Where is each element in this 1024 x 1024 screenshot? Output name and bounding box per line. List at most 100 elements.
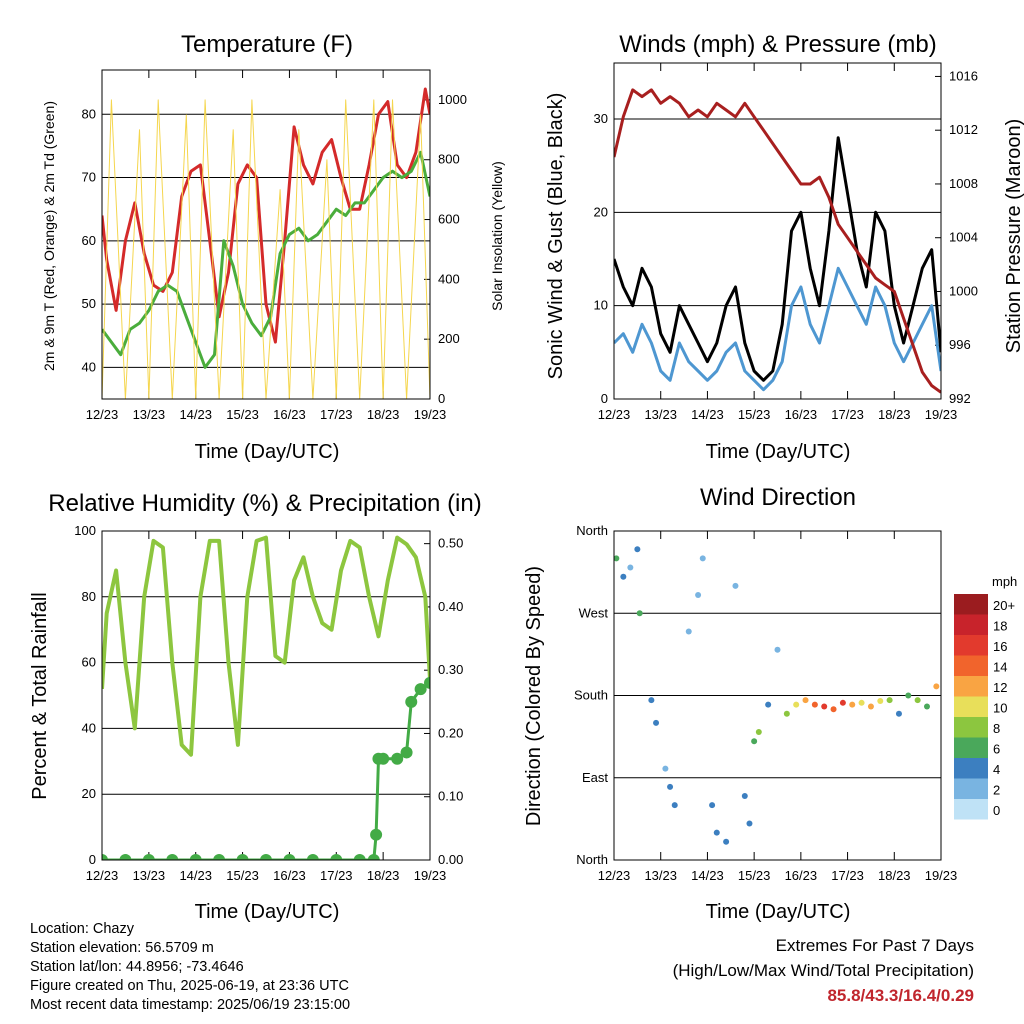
winds-ytick-label: 20 <box>594 204 608 219</box>
humidity-xtick-label: 13/23 <box>133 868 166 883</box>
temperature-ylabel-right: Solar Insolation (Yellow) <box>489 161 505 311</box>
temperature-ytick-label: 80 <box>82 106 96 121</box>
precip-point <box>260 854 272 860</box>
direction-point <box>648 697 655 704</box>
winds-y2tick-label: 996 <box>949 337 971 352</box>
legend-swatch <box>954 696 988 717</box>
direction-point <box>867 703 874 710</box>
temperature-xtick-label: 17/23 <box>320 407 353 422</box>
temperature-ytick-label: 50 <box>82 296 96 311</box>
temperature-xtick-label: 13/23 <box>133 407 166 422</box>
humidity-ytick-label: 80 <box>82 589 96 604</box>
direction-ytick-label: East <box>582 770 608 785</box>
info-latlon: Station lat/lon: 44.8956; -73.4646 <box>30 959 244 975</box>
winds-y2tick-label: 1008 <box>949 176 978 191</box>
humidity-ytick-label: 60 <box>82 655 96 670</box>
temperature-xtick-label: 14/23 <box>179 407 212 422</box>
direction-point <box>732 582 739 589</box>
humidity-y2tick-label: 0.40 <box>438 599 463 614</box>
precip-point <box>377 752 390 765</box>
humidity-ytick-label: 40 <box>82 720 96 735</box>
direction-point <box>774 646 781 653</box>
direction-point <box>653 719 660 726</box>
direction-point <box>858 699 865 706</box>
winds-ytick-label: 10 <box>594 298 608 313</box>
humidity-y2tick-label: 0.00 <box>438 852 463 867</box>
temperature-xtick-label: 16/23 <box>273 407 306 422</box>
direction-ytick-label: West <box>579 605 609 620</box>
humidity-y2tick-label: 0.10 <box>438 789 463 804</box>
temperature-xlabel: Time (Day/UTC) <box>195 441 340 463</box>
direction-point <box>746 820 753 827</box>
direction-point <box>933 683 940 690</box>
legend-swatch <box>954 635 988 656</box>
direction-point <box>839 699 846 706</box>
legend-swatch <box>954 614 988 635</box>
direction-xtick-label: 15/23 <box>738 868 771 883</box>
humidity-title: Relative Humidity (%) & Precipitation (i… <box>48 490 481 517</box>
legend-swatch <box>954 655 988 676</box>
direction-xtick-label: 12/23 <box>598 868 631 883</box>
extremes-values: 85.8/43.3/16.4/0.29 <box>827 986 974 1005</box>
legend-label: 4 <box>993 762 1000 777</box>
humidity-frame <box>101 530 431 861</box>
humidity-y2tick-label: 0.30 <box>438 662 463 677</box>
direction-title: Wind Direction <box>700 484 856 511</box>
temperature-title: Temperature (F) <box>181 31 353 58</box>
humidity-ylabel-left: Percent & Total Rainfall <box>29 592 51 800</box>
winds-title: Winds (mph) & Pressure (mb) <box>619 31 936 58</box>
station-pressure-line <box>614 88 941 394</box>
humidity-xtick-label: 12/23 <box>86 868 119 883</box>
direction-point <box>634 546 641 553</box>
precip-point <box>400 746 413 759</box>
legend-label: 18 <box>993 619 1007 634</box>
humidity-xtick-label: 17/23 <box>320 868 353 883</box>
legend-swatch <box>954 717 988 738</box>
winds-ytick-label: 0 <box>601 391 608 406</box>
direction-point <box>783 710 790 717</box>
legend-swatch <box>954 737 988 758</box>
solar-insolation-line <box>102 99 430 399</box>
direction-point <box>914 697 921 704</box>
direction-xlabel: Time (Day/UTC) <box>706 901 851 923</box>
legend-swatch <box>954 594 988 615</box>
sonic-wind-line <box>614 266 941 392</box>
direction-point <box>699 555 706 562</box>
legend-swatch <box>954 676 988 697</box>
winds-y2tick-label: 1016 <box>949 68 978 83</box>
humidity-xtick-label: 18/23 <box>367 868 400 883</box>
direction-ylabel-left: Direction (Colored By Speed) <box>523 566 545 826</box>
precip-point <box>353 854 366 860</box>
direction-point <box>741 793 748 800</box>
precip-point <box>414 683 427 696</box>
humidity-series-group <box>102 535 430 860</box>
legend-swatch <box>954 799 988 820</box>
info-location: Location: Chazy <box>30 921 134 937</box>
temperature-y2tick-label: 400 <box>438 271 460 286</box>
winds-xtick-label: 16/23 <box>785 407 818 422</box>
info-elevation: Station elevation: 56.5709 m <box>30 940 214 956</box>
direction-xtick-label: 17/23 <box>831 868 864 883</box>
relative-humidity-line <box>102 535 430 757</box>
temperature-y2tick-label: 200 <box>438 331 460 346</box>
legend-label: 6 <box>993 742 1000 757</box>
temperature-xtick-label: 12/23 <box>86 407 119 422</box>
precip-point <box>142 854 155 860</box>
legend-title: mph <box>992 574 1017 589</box>
humidity-xlabel: Time (Day/UTC) <box>195 901 340 923</box>
precip-point <box>370 828 383 841</box>
winds-xtick-label: 15/23 <box>738 407 771 422</box>
direction-point <box>713 829 720 836</box>
temperature-xtick-label: 19/23 <box>414 407 447 422</box>
precip-point <box>306 854 319 860</box>
direction-xtick-label: 13/23 <box>644 868 677 883</box>
winds-frame <box>613 62 942 400</box>
direction-xtick-label: 19/23 <box>925 868 958 883</box>
direction-point <box>671 802 678 809</box>
direction-xtick-label: 18/23 <box>878 868 911 883</box>
precip-point <box>367 854 380 860</box>
direction-point <box>849 701 856 708</box>
direction-point <box>709 802 716 809</box>
direction-point <box>614 555 620 562</box>
direction-point <box>802 697 809 704</box>
